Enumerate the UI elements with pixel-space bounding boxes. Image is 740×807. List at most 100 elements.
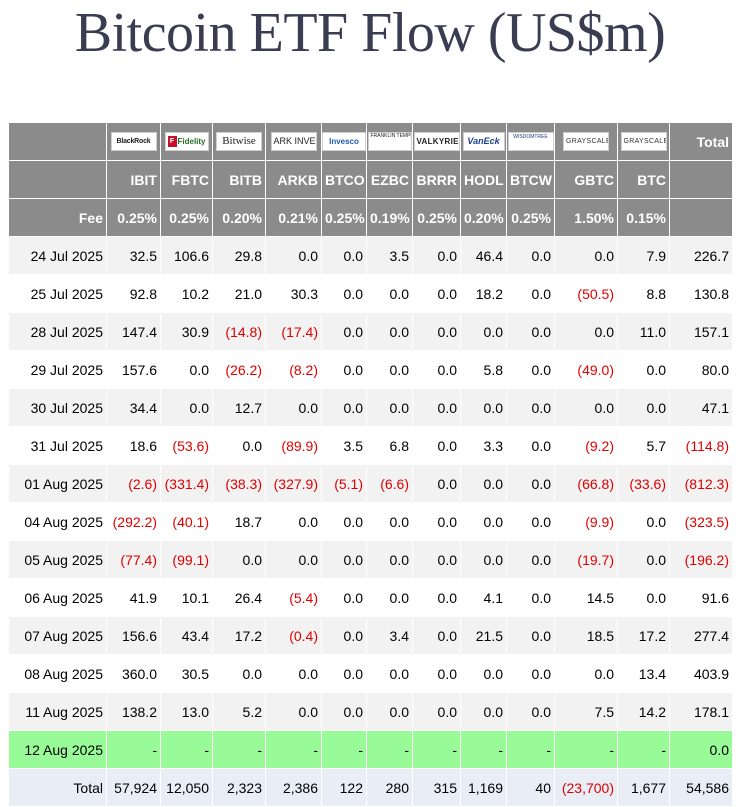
flow-cell: (17.4) [265, 312, 322, 351]
fidelity-f-icon: F [167, 136, 177, 148]
flow-cell: 0.0 [412, 426, 461, 465]
blackrock-logo: BlackRock [110, 132, 157, 151]
flow-cell: (33.6) [617, 464, 670, 503]
flow-cell: 0.0 [412, 578, 461, 617]
flow-cell: 0.0 [366, 274, 413, 313]
flow-cell: 14.2 [617, 692, 670, 731]
flow-cell: 0.0 [366, 540, 413, 579]
flow-cell: 0.0 [366, 502, 413, 541]
flow-cell: (89.9) [265, 426, 322, 465]
flow-cell: 0.0 [506, 540, 555, 579]
row-total-cell: 403.9 [669, 654, 733, 693]
flow-cell: 5.2 [212, 692, 266, 731]
valkyrie-logo: VALKYRIE [413, 132, 460, 151]
ticker-header: BTCO [321, 160, 367, 199]
flow-cell: 43.4 [160, 616, 213, 655]
flow-cell: - [212, 730, 266, 769]
flow-cell: 0.0 [265, 502, 322, 541]
grayscale-logo: GRAYSCALE [620, 132, 667, 151]
flow-cell: 0.0 [321, 274, 367, 313]
flow-cell: 32.5 [106, 236, 161, 275]
table-row: 28 Jul 2025 147.4 30.9 (14.8) (17.4) 0.0 0.0 0.… [8, 312, 733, 351]
fee-cell: 0.25% [412, 198, 461, 237]
flow-cell: (77.4) [106, 540, 161, 579]
flow-cell: (327.9) [265, 464, 322, 503]
flow-cell: 3.5 [321, 426, 367, 465]
flow-cell: (2.6) [106, 464, 161, 503]
table-row: 25 Jul 2025 92.8 10.2 21.0 30.3 0.0 0.0 0.0 18.2… [8, 274, 733, 313]
flow-cell: - [554, 730, 618, 769]
flow-cell: 0.0 [554, 312, 618, 351]
issuer-logo-cell: ARK INVEST [265, 122, 322, 161]
ticker-header: BTCW [506, 160, 555, 199]
flow-cell: 0.0 [460, 654, 507, 693]
flow-cell: 0.0 [506, 388, 555, 427]
issuer-logo-cell: BlackRock [106, 122, 161, 161]
flow-cell: (40.1) [160, 502, 213, 541]
flow-cell: (9.2) [554, 426, 618, 465]
flow-cell: - [506, 730, 555, 769]
flow-cell: 0.0 [412, 654, 461, 693]
flow-cell: 0.0 [366, 350, 413, 389]
flow-cell: 156.6 [106, 616, 161, 655]
flow-cell: 4.1 [460, 578, 507, 617]
ticker-header: GBTC [554, 160, 618, 199]
flow-cell: 0.0 [366, 388, 413, 427]
flow-cell: 30.9 [160, 312, 213, 351]
flow-cell: (331.4) [160, 464, 213, 503]
flow-cell: (26.2) [212, 350, 266, 389]
date-cell: 25 Jul 2025 [8, 274, 107, 313]
flow-cell: 0.0 [412, 236, 461, 275]
ticker-row: IBIT FBTC BITB ARKB BTCO EZBC BRRR HODL BTCW GBTC… [8, 160, 733, 199]
flow-cell: 0.0 [506, 464, 555, 503]
flow-cell: 0.0 [412, 350, 461, 389]
flow-cell: 7.5 [554, 692, 618, 731]
flow-cell: 17.2 [617, 616, 670, 655]
flow-cell: 34.4 [106, 388, 161, 427]
flow-cell: 13.4 [617, 654, 670, 693]
flow-cell: 0.0 [321, 578, 367, 617]
issuer-logo-cell: Invesco [321, 122, 367, 161]
flow-cell: 0.0 [617, 502, 670, 541]
ticker-header: IBIT [106, 160, 161, 199]
flow-cell: 18.7 [212, 502, 266, 541]
flow-cell: - [321, 730, 367, 769]
row-total-cell: (114.8) [669, 426, 733, 465]
flow-cell: 0.0 [160, 350, 213, 389]
flow-cell: 18.5 [554, 616, 618, 655]
fee-cell: 0.20% [212, 198, 266, 237]
flow-cell: - [265, 730, 322, 769]
flow-cell: 0.0 [412, 540, 461, 579]
flow-cell: 10.1 [160, 578, 213, 617]
date-cell: 29 Jul 2025 [8, 350, 107, 389]
flow-cell: 0.0 [460, 692, 507, 731]
invesco-logo: Invesco [322, 132, 366, 151]
flow-cell: (49.0) [554, 350, 618, 389]
flow-cell: 0.0 [412, 464, 461, 503]
flow-cell: 0.0 [160, 388, 213, 427]
flow-cell: 26.4 [212, 578, 266, 617]
flow-cell: 7.9 [617, 236, 670, 275]
issuer-logo-cell: FRANKLIN TEMPLETON [366, 122, 413, 161]
flow-cell: 0.0 [265, 540, 322, 579]
flow-cell: (53.6) [160, 426, 213, 465]
flow-cell: - [617, 730, 670, 769]
flow-cell: 0.0 [212, 654, 266, 693]
date-cell: 06 Aug 2025 [8, 578, 107, 617]
bitwise-logo: Bitwise [216, 132, 262, 151]
flow-cell: 30.5 [160, 654, 213, 693]
issuer-logo-cell: GRAYSCALE [554, 122, 618, 161]
flow-cell: 8.8 [617, 274, 670, 313]
flow-cell: 0.0 [412, 502, 461, 541]
flow-cell: 11.0 [617, 312, 670, 351]
flow-cell: - [366, 730, 413, 769]
issuer-logo-cell: WISDOMTREE [506, 122, 555, 161]
date-cell: 04 Aug 2025 [8, 502, 107, 541]
ticker-header: BRRR [412, 160, 461, 199]
date-cell: 24 Jul 2025 [8, 236, 107, 275]
flow-cell: 0.0 [460, 540, 507, 579]
flow-cell: 0.0 [506, 578, 555, 617]
flow-cell: (8.2) [265, 350, 322, 389]
ticker-header: ARKB [265, 160, 322, 199]
